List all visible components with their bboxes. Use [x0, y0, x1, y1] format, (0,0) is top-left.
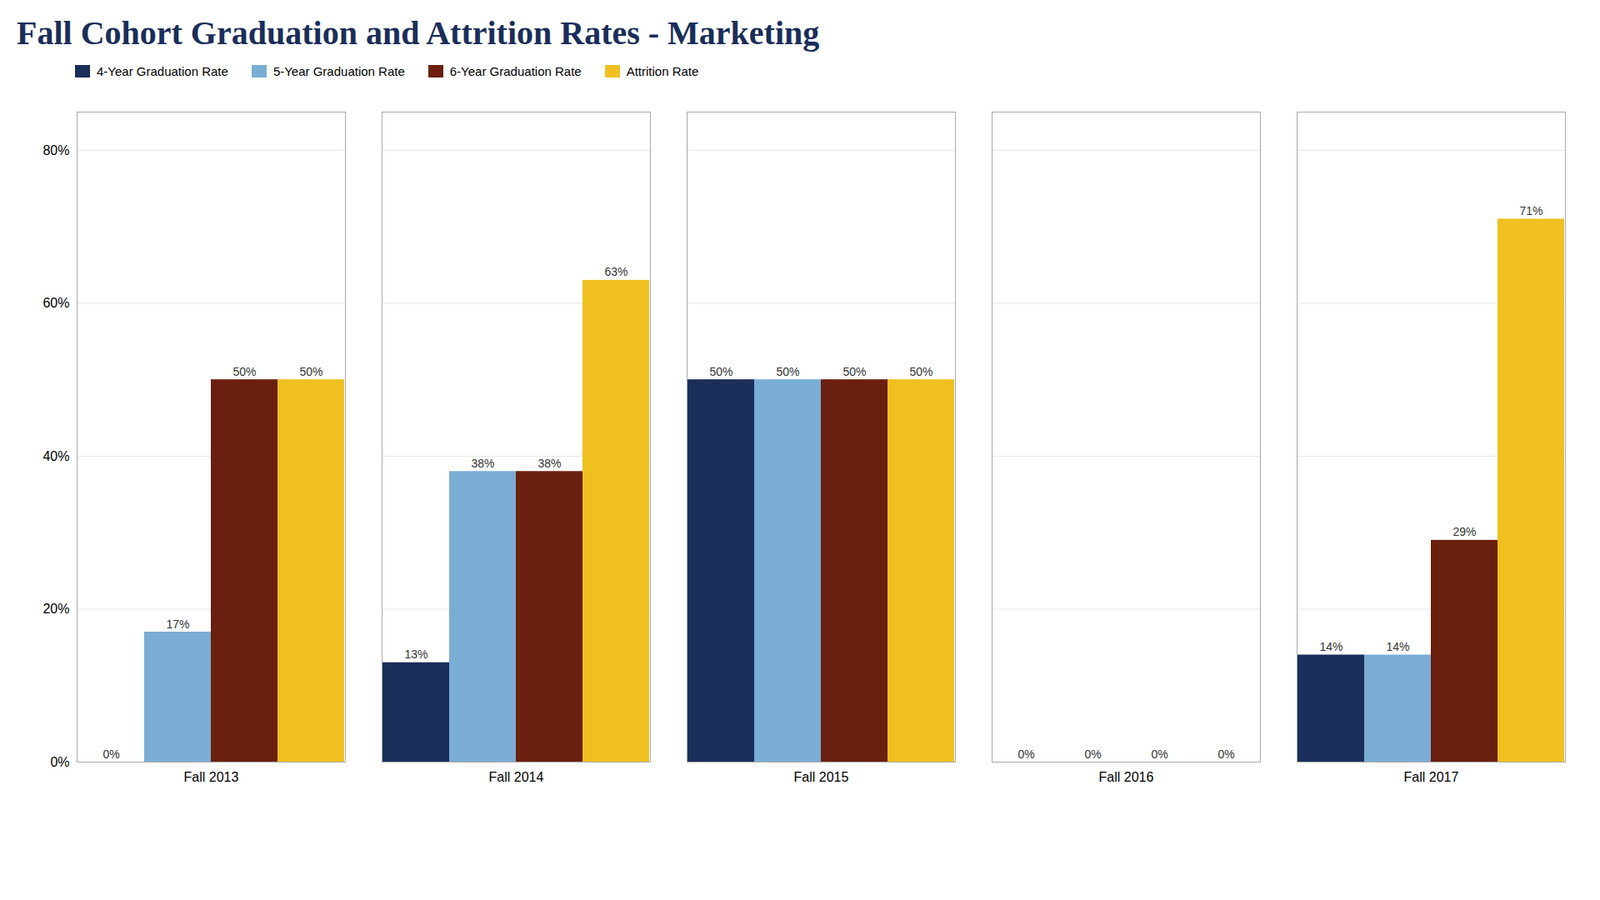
svg-text:Fall 2013: Fall 2013 — [184, 770, 240, 785]
svg-text:38%: 38% — [537, 456, 561, 470]
svg-text:63%: 63% — [604, 265, 628, 279]
html-text:Fall Cohort Graduation and Att: Fall Cohort Graduation and Attrition Rat… — [16, 14, 820, 52]
svg-text:50%: 50% — [299, 365, 323, 379]
svg-text:0%: 0% — [1084, 747, 1101, 761]
svg-text:Fall 2015: Fall 2015 — [794, 770, 850, 785]
svg-text:0%: 0% — [50, 755, 70, 770]
svg-text:71%: 71% — [1519, 204, 1543, 218]
svg-text:50%: 50% — [232, 365, 256, 379]
html-text:6-Year Graduation Rate: 6-Year Graduation Rate — [449, 64, 582, 79]
svg-text:20%: 20% — [42, 601, 70, 616]
svg-text:Fall 2016: Fall 2016 — [1099, 770, 1155, 785]
svg-text:14%: 14% — [1385, 640, 1410, 654]
svg-text:29%: 29% — [1452, 525, 1476, 539]
svg-text:17%: 17% — [165, 617, 190, 631]
svg-text:0%: 0% — [1017, 747, 1035, 761]
svg-text:0%: 0% — [102, 747, 120, 761]
svg-text:Fall 2014: Fall 2014 — [489, 770, 545, 785]
html-text:4-Year Graduation Rate: 4-Year Graduation Rate — [96, 64, 229, 79]
svg-text:50%: 50% — [909, 365, 933, 379]
html-text:Attrition Rate: Attrition Rate — [626, 64, 699, 79]
svg-text:50%: 50% — [775, 365, 800, 379]
svg-text:14%: 14% — [1319, 640, 1343, 654]
svg-text:40%: 40% — [42, 449, 70, 464]
svg-text:38%: 38% — [470, 456, 495, 470]
svg-text:13%: 13% — [404, 647, 428, 661]
svg-text:50%: 50% — [709, 365, 733, 379]
svg-text:60%: 60% — [42, 295, 70, 310]
svg-text:Fall 2017: Fall 2017 — [1404, 770, 1460, 785]
svg-text:80%: 80% — [42, 143, 70, 158]
svg-text:50%: 50% — [842, 365, 866, 379]
svg-text:0%: 0% — [1150, 747, 1168, 761]
html-text:5-Year Graduation Rate: 5-Year Graduation Rate — [273, 64, 405, 79]
svg-text:0%: 0% — [1217, 747, 1235, 761]
